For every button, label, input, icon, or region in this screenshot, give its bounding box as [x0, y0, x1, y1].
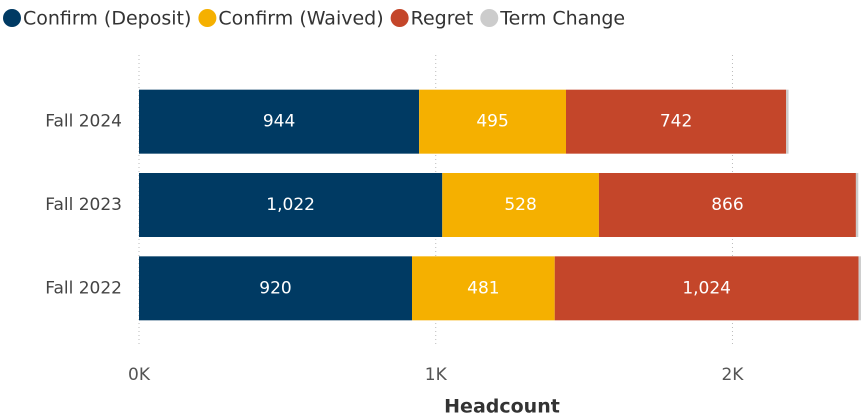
legend-label: Regret	[411, 8, 474, 30]
bar-segment	[442, 173, 599, 237]
bar-segment	[598, 173, 856, 237]
bar-segment	[139, 89, 420, 154]
data-label: 528	[504, 195, 536, 215]
y-tick-label: Fall 2024	[45, 112, 122, 132]
bar-segment	[411, 256, 555, 321]
y-tick-label: Fall 2022	[45, 278, 122, 298]
bar-segment	[858, 256, 861, 321]
y-tick-label: Fall 2023	[45, 195, 122, 215]
legend-marker	[3, 9, 21, 27]
legend-label: Confirm (Deposit)	[23, 8, 191, 30]
bar-segment	[786, 89, 789, 154]
bar-segment	[139, 256, 412, 321]
data-label: 944	[263, 112, 295, 132]
legend-marker	[390, 9, 409, 27]
x-tick-label: 1K	[425, 365, 448, 385]
bar-segment	[419, 89, 567, 154]
bar-segment	[554, 256, 859, 321]
legend-label: Term Change	[499, 8, 625, 30]
data-label: 1,022	[266, 195, 315, 215]
data-label: 481	[467, 278, 499, 298]
data-label: 742	[660, 112, 692, 132]
bar-segment	[566, 89, 787, 154]
x-axis-title: Headcount	[444, 396, 560, 417]
data-label: 866	[711, 195, 743, 215]
bar-segment	[855, 173, 859, 237]
legend-marker	[480, 9, 499, 27]
bar-segment	[139, 173, 443, 237]
x-tick-label: 0K	[128, 365, 151, 385]
data-label: 495	[476, 112, 508, 132]
legend-marker	[198, 9, 217, 27]
x-tick-label: 2K	[721, 365, 744, 385]
legend-label: Confirm (Waived)	[218, 8, 383, 30]
data-label: 920	[259, 278, 291, 298]
data-label: 1,024	[682, 278, 731, 298]
